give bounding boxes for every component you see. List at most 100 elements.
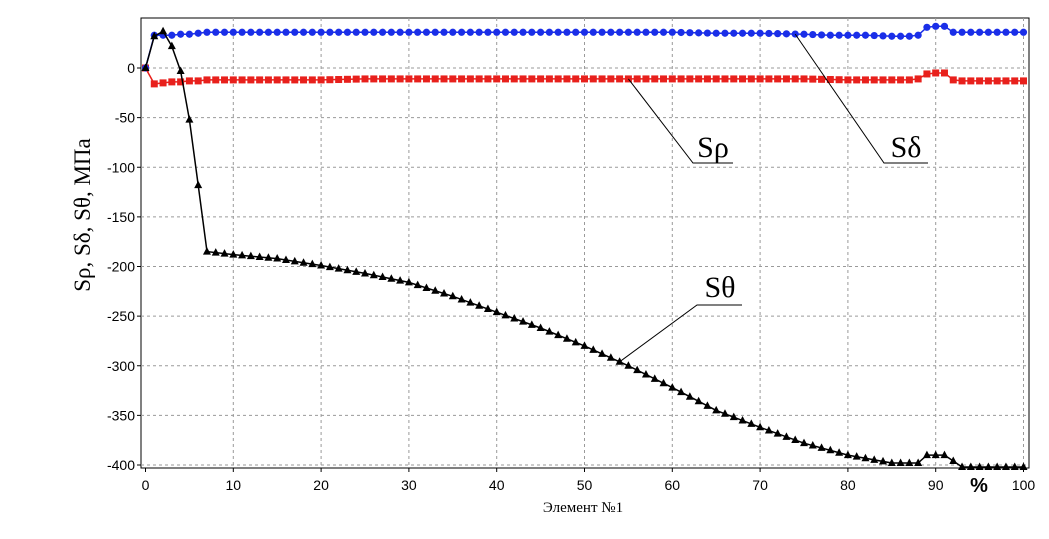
data-point <box>800 438 808 447</box>
data-point <box>940 69 948 77</box>
data-point <box>747 29 755 37</box>
data-point <box>940 450 949 459</box>
data-point <box>932 22 940 30</box>
data-point <box>1020 77 1027 85</box>
data-point <box>976 77 984 85</box>
data-point <box>537 28 545 36</box>
data-point <box>431 75 439 83</box>
data-point <box>756 29 764 37</box>
data-point <box>756 75 764 83</box>
data-point <box>343 28 352 36</box>
data-point <box>914 31 922 39</box>
data-point <box>835 76 843 84</box>
data-point <box>562 334 571 342</box>
data-point <box>422 75 430 83</box>
y-tick-label: 0 <box>127 60 135 76</box>
data-point <box>703 29 712 37</box>
series-3 <box>141 26 1028 470</box>
y-tick-label: -200 <box>107 259 135 275</box>
data-point <box>879 456 888 465</box>
data-point <box>598 349 607 357</box>
data-point <box>510 28 518 36</box>
data-point <box>220 28 229 36</box>
data-point <box>457 28 466 36</box>
data-point <box>159 79 167 87</box>
data-point <box>563 75 571 83</box>
data-point <box>396 28 404 36</box>
data-point <box>853 76 861 84</box>
data-point <box>229 250 238 258</box>
data-point <box>168 78 176 86</box>
x-unit-label: % <box>970 475 988 497</box>
data-point <box>264 76 272 84</box>
x-tick-label: 50 <box>577 477 593 493</box>
data-point <box>993 462 1002 470</box>
data-point <box>449 75 457 83</box>
data-point <box>958 28 966 36</box>
data-point <box>958 462 967 470</box>
data-point <box>414 28 422 36</box>
data-point <box>545 28 553 36</box>
data-point <box>808 441 817 449</box>
data-point <box>493 28 501 36</box>
data-point <box>765 29 773 38</box>
data-point <box>176 66 185 74</box>
data-point <box>739 75 747 83</box>
y-tick-label: -150 <box>107 209 135 225</box>
callout-label: Sρ <box>697 131 729 164</box>
data-point <box>774 75 782 83</box>
data-point <box>457 294 466 303</box>
data-point <box>537 75 545 83</box>
data-point <box>194 180 203 189</box>
data-point <box>379 75 387 83</box>
data-point <box>826 445 835 454</box>
x-tick-label: 70 <box>752 477 768 493</box>
data-point <box>853 31 861 39</box>
data-point <box>764 425 773 434</box>
data-point <box>624 361 633 369</box>
annotations: Sρ Sδ Sθ <box>619 33 928 363</box>
x-tick-label: 90 <box>928 477 944 493</box>
callout-leader <box>619 304 742 363</box>
data-point <box>923 23 931 31</box>
data-point <box>159 26 168 35</box>
data-point <box>914 75 922 83</box>
data-point <box>238 250 247 259</box>
data-point <box>791 30 799 38</box>
data-point <box>580 341 589 349</box>
data-point <box>870 76 878 84</box>
series-2 <box>141 22 1028 72</box>
data-point <box>501 75 509 83</box>
data-point <box>273 254 282 262</box>
data-point <box>545 75 553 83</box>
data-point <box>782 432 791 440</box>
data-point <box>335 28 343 36</box>
callout-3: Sθ <box>619 271 742 363</box>
data-point <box>589 28 597 36</box>
data-point <box>281 255 290 263</box>
data-point <box>993 28 1001 36</box>
data-point <box>888 76 896 84</box>
data-point <box>589 75 597 83</box>
data-point <box>616 28 624 36</box>
x-axis-label: Элемент №1 <box>543 500 623 516</box>
y-tick-label: -250 <box>107 308 135 324</box>
data-point <box>448 291 457 300</box>
data-point <box>264 28 273 36</box>
data-point <box>685 392 694 400</box>
data-point <box>712 75 720 83</box>
data-point <box>616 75 624 83</box>
data-point <box>712 29 720 37</box>
data-point <box>247 28 255 36</box>
callout-leader <box>794 33 928 164</box>
data-point <box>150 31 159 40</box>
data-point <box>695 75 703 83</box>
data-point <box>694 396 703 405</box>
data-point <box>177 78 185 86</box>
data-point <box>844 76 852 84</box>
callout-2: Sδ <box>794 33 928 164</box>
data-point <box>1002 77 1010 85</box>
data-point <box>738 416 747 424</box>
data-point <box>826 31 834 39</box>
data-point <box>449 28 457 36</box>
